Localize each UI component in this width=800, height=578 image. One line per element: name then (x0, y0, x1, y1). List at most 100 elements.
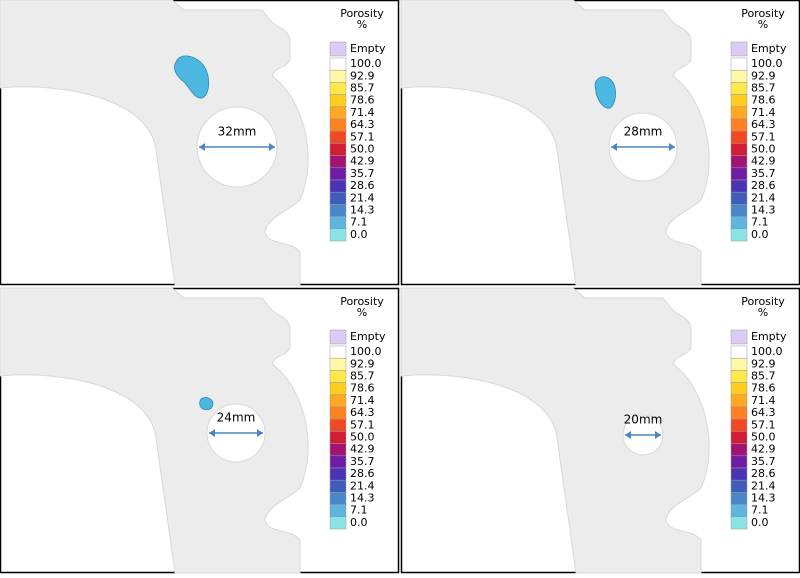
legend-label: Empty (350, 330, 386, 343)
legend-label: 57.1 (751, 130, 776, 143)
legend-label: 57.1 (350, 130, 375, 143)
legend-swatch (329, 204, 347, 217)
legend-label: 7.1 (751, 216, 769, 229)
legend-swatch (730, 94, 748, 108)
legend-label: 21.4 (751, 191, 776, 204)
legend-swatch (730, 106, 748, 120)
legend-swatch (730, 179, 748, 193)
legend-label: 7.1 (350, 216, 368, 229)
legend-swatch (730, 167, 748, 181)
legend-label: 64.3 (751, 118, 776, 131)
legend-swatch (730, 143, 748, 156)
legend-label: 28.6 (350, 467, 375, 480)
legend-swatch (329, 443, 347, 457)
legend-swatch (730, 155, 748, 169)
size-label: 28mm (624, 125, 663, 139)
legend-swatch (730, 41, 748, 57)
legend-swatch (329, 406, 347, 420)
legend-label: 7.1 (751, 504, 769, 517)
legend-label: 78.6 (751, 94, 776, 107)
legend-title: Porosity (340, 295, 384, 308)
legend-swatch (329, 216, 347, 230)
legend-label: Empty (751, 330, 787, 343)
legend-swatch (329, 455, 347, 469)
size-label: 24mm (217, 411, 256, 425)
legend-swatch (329, 394, 347, 408)
panel: 24mm Porosity% Empty 100.092.985.778.671.46… (0, 287, 400, 574)
legend-label: 50.0 (350, 431, 375, 444)
legend-swatch (329, 228, 347, 242)
legend-label: 0.0 (751, 516, 769, 529)
legend-swatch (329, 41, 347, 57)
legend-swatch (329, 357, 347, 371)
legend-label: 21.4 (350, 479, 375, 492)
panel: 28mm Porosity% Empty 100.092.985.778.671.46… (400, 0, 800, 286)
panel: 32mm Porosity% Empty 100.092.985.778.671.46… (0, 0, 400, 286)
legend-swatch (329, 179, 347, 193)
legend-label: 85.7 (751, 82, 776, 95)
legend-swatch (730, 191, 748, 205)
legend-label: 57.1 (751, 418, 776, 431)
legend-swatch (329, 479, 347, 493)
legend-swatch (730, 204, 748, 217)
legend-label: 85.7 (350, 370, 375, 383)
legend-swatch (329, 82, 347, 95)
legend-title: Porosity (340, 7, 384, 20)
legend-swatch (730, 118, 748, 132)
legend-swatch (329, 504, 347, 518)
legend-swatch (329, 69, 347, 83)
arrow-head (209, 429, 263, 437)
legend-label: 57.1 (350, 418, 375, 431)
legend-label: 64.3 (350, 118, 375, 131)
legend-swatch (730, 431, 748, 444)
legend-label: 100.0 (751, 345, 783, 358)
legend-label: 28.6 (751, 467, 776, 480)
legend-label: 50.0 (751, 143, 776, 156)
legend-label: 7.1 (350, 504, 368, 517)
legend-label: 50.0 (350, 143, 375, 156)
panel: 20mm Porosity% Empty 100.092.985.778.671.46… (400, 287, 800, 574)
legend-label: 85.7 (350, 82, 375, 95)
legend-swatch (730, 443, 748, 457)
porosity-defect (594, 76, 616, 109)
legend-label: 21.4 (751, 479, 776, 492)
legend-label: 71.4 (751, 394, 776, 407)
legend-swatch (329, 382, 347, 396)
legend-label: 35.7 (350, 167, 375, 180)
legend-swatch (730, 492, 748, 505)
legend-swatch (329, 370, 347, 383)
legend-label: 71.4 (751, 106, 776, 119)
legend-swatch (730, 130, 748, 144)
legend-swatch (730, 82, 748, 95)
legend-swatch (329, 431, 347, 444)
legend-label: 0.0 (350, 228, 368, 241)
legend-swatch (329, 130, 347, 144)
legend-label: 100.0 (350, 57, 382, 70)
legend-swatch (329, 345, 347, 359)
legend-label: 14.3 (350, 204, 375, 217)
legend-label: 50.0 (751, 431, 776, 444)
legend-swatch (329, 492, 347, 505)
size-label: 20mm (624, 413, 663, 427)
legend-swatch (730, 406, 748, 420)
legend-swatch (730, 382, 748, 396)
casting-section (0, 0, 309, 286)
legend-swatch (730, 345, 748, 359)
legend-swatch (730, 455, 748, 469)
legend-swatch (730, 69, 748, 83)
legend-label: 92.9 (350, 69, 375, 82)
legend-label: Empty (350, 42, 386, 55)
legend-label: 28.6 (350, 179, 375, 192)
legend-swatch (730, 228, 748, 242)
legend-swatch (329, 118, 347, 132)
legend-swatch (329, 516, 347, 530)
legend-label: 92.9 (350, 357, 375, 370)
legend-label: 28.6 (751, 179, 776, 192)
legend-label: 71.4 (350, 106, 375, 119)
legend-swatch (730, 216, 748, 230)
legend-label: 78.6 (751, 382, 776, 395)
legend-swatch (329, 167, 347, 181)
legend-label: 0.0 (350, 516, 368, 529)
legend-label: 64.3 (751, 406, 776, 419)
